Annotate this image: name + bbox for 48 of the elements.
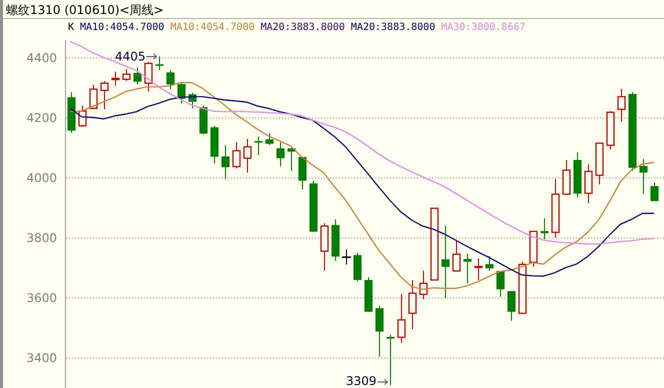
candlestick: [464, 253, 472, 284]
y-tick-label: 4200: [26, 111, 57, 125]
candlestick: [144, 61, 153, 92]
candlestick: [134, 67, 142, 85]
candlestick: [254, 136, 262, 156]
text: MA20:3883.8000: [350, 22, 436, 33]
candlestick: [540, 218, 548, 240]
candlestick: [298, 156, 306, 190]
candlestick: [442, 226, 450, 299]
candlestick: [276, 142, 284, 168]
text: MA30:3800.8667: [441, 22, 526, 33]
candlestick: [474, 258, 483, 280]
candlestick: [89, 84, 98, 110]
candlestick: [452, 240, 461, 272]
candlestick: [562, 160, 571, 195]
candlestick: [584, 164, 593, 204]
y-tick-label: 3800: [26, 231, 57, 245]
candlestick: [222, 144, 230, 180]
candlestick: [166, 70, 174, 90]
text: MA10:4054.7000: [80, 22, 164, 33]
candlestick: [397, 294, 406, 344]
annotation: 3309: [346, 374, 376, 388]
y-tick-label: 4000: [26, 171, 57, 185]
text: MA10:4054.7000: [170, 22, 255, 33]
text: MA20:3883.8000: [260, 22, 345, 33]
candlestick: [156, 56, 164, 70]
y-tick-label: 3600: [26, 291, 57, 305]
annotation: 4405: [114, 50, 146, 64]
candlestick: [232, 142, 241, 169]
y-tick-label: 4400: [26, 51, 57, 65]
candlestick: [386, 334, 394, 386]
candlestick: [408, 280, 417, 330]
candlestick: [496, 270, 504, 298]
text: K: [68, 22, 74, 33]
candlestick: [508, 290, 516, 322]
candlestick: [122, 68, 131, 82]
chart-title: 螺纹1310 (010610)<周线>: [6, 3, 164, 17]
candlestick: [376, 306, 384, 358]
y-tick-label: 3400: [26, 351, 57, 365]
candlestick: [640, 158, 648, 194]
candlestick: [419, 270, 428, 300]
candlestick: [178, 82, 186, 104]
candlestick: [266, 132, 274, 146]
candlestick: [100, 80, 109, 110]
candlestick: [486, 256, 494, 272]
candlestick: [243, 138, 252, 174]
candlestick: [650, 182, 658, 202]
candlestick: [617, 88, 626, 122]
